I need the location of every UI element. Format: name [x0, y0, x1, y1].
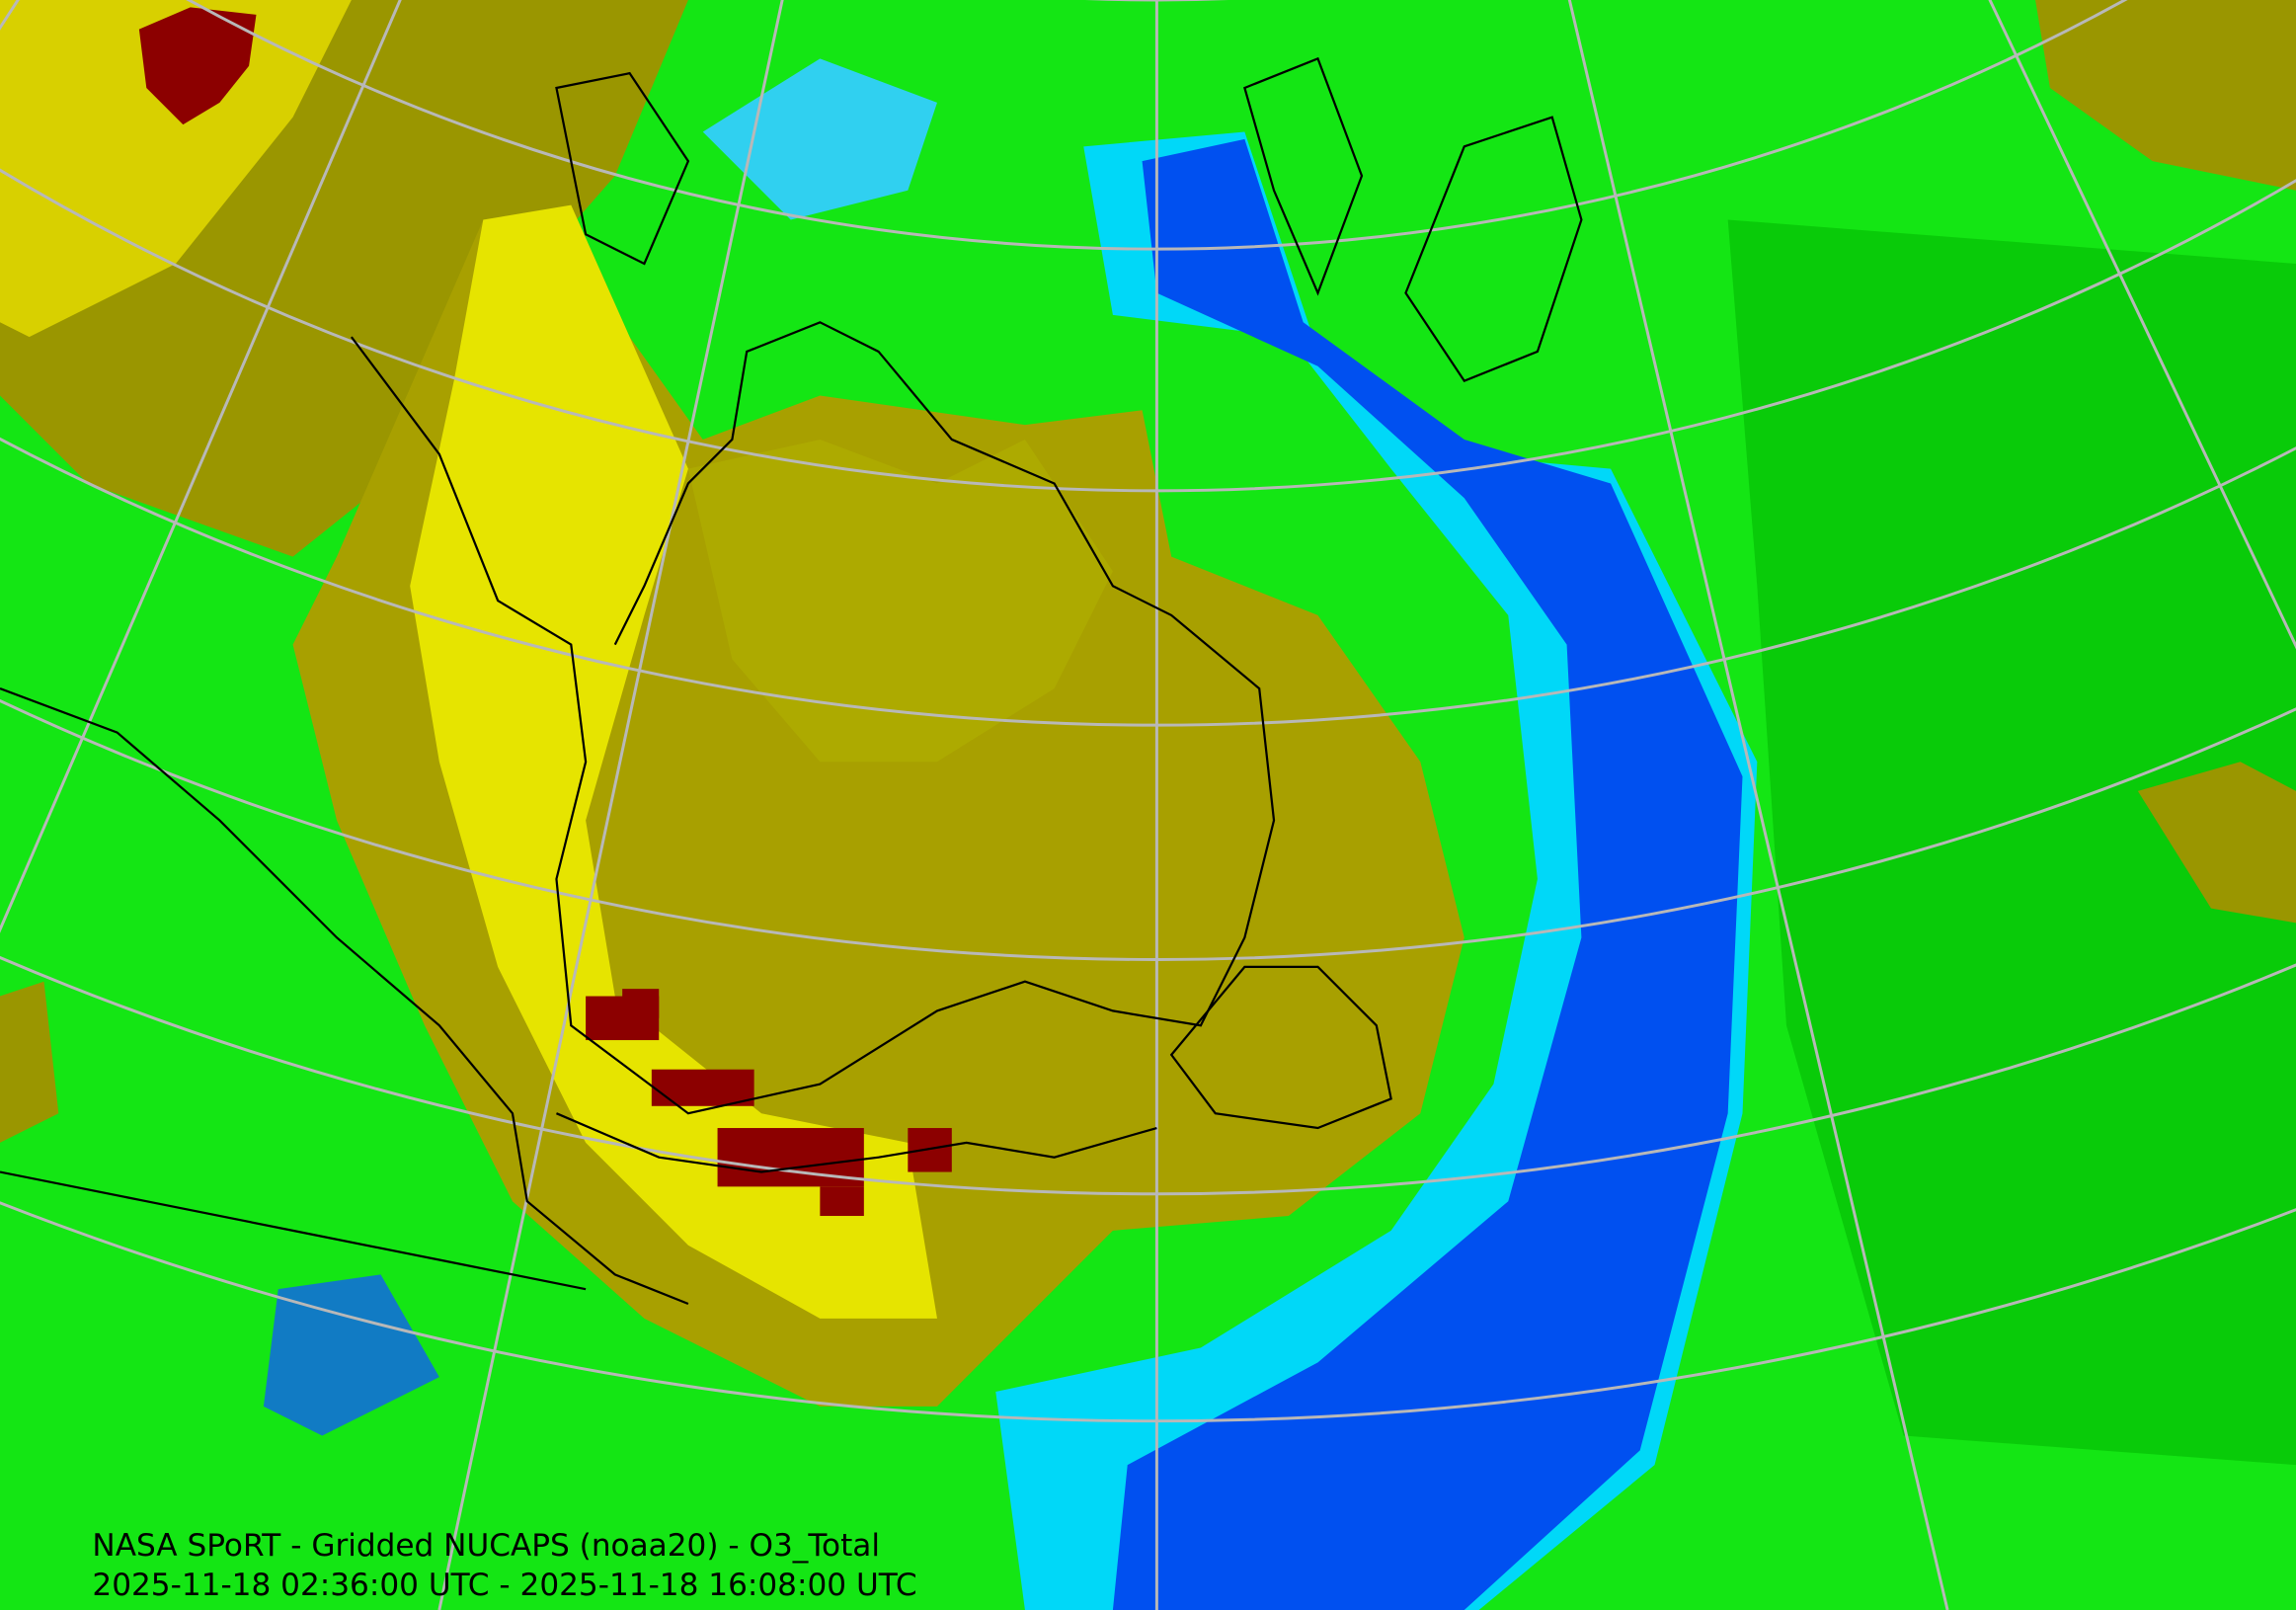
time-range: 2025-11-18 02:36:00 UTC - 2025-11-18 16:… — [92, 1568, 916, 1603]
map-title: NASA SPoRT - Gridded NUCAPS (noaa20) - O… — [92, 1528, 880, 1564]
coastlines — [0, 56, 1583, 1306]
high-ozone-spots — [586, 989, 952, 1217]
